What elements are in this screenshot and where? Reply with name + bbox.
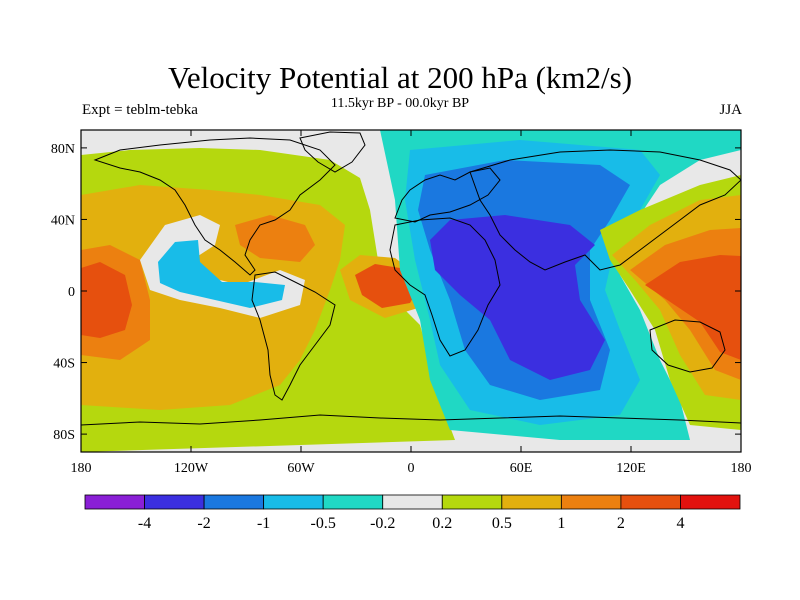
- coast-north-america: [93, 137, 336, 276]
- colorbar-swatch: [680, 494, 741, 510]
- x-tick-label: 120W: [174, 461, 209, 476]
- colorbar-swatch: [560, 494, 622, 510]
- coast-australia: [649, 319, 726, 373]
- x-tick-label: 60W: [287, 461, 315, 476]
- x-tick-label: 180: [731, 461, 752, 476]
- plot-subtitle: 11.5kyr BP - 00.0kyr BP: [330, 96, 470, 111]
- colorbar-swatch: [620, 494, 681, 510]
- coastlines: [81, 131, 741, 426]
- y-tick-label: 80N: [51, 142, 75, 157]
- coast-asia: [469, 149, 741, 271]
- contour-neg-2: [430, 215, 605, 380]
- season-label: JJA: [719, 102, 742, 118]
- colorbar-swatch: [84, 494, 145, 510]
- x-tick-label: 180: [71, 461, 92, 476]
- colorbar-label: 1: [557, 515, 565, 532]
- colorbar-swatch: [322, 494, 384, 510]
- colorbar-label: 0.5: [492, 515, 512, 532]
- colorbar-swatch: [441, 494, 503, 510]
- colorbar-label: 4: [676, 515, 684, 532]
- contour-field: [81, 130, 741, 452]
- x-tick-label: 0: [408, 461, 415, 476]
- colorbar: -4 -2 -1 -0.5 -0.2 0.2 0.5 1 2 4: [84, 494, 741, 532]
- colorbar-label: -0.5: [311, 515, 336, 532]
- colorbar-label: -0.2: [370, 515, 395, 532]
- y-tick-label: 80S: [53, 428, 75, 443]
- x-tick-label: 60E: [510, 461, 533, 476]
- colorbar-swatch: [382, 494, 443, 510]
- colorbar-label: -2: [197, 515, 210, 532]
- colorbar-label: 2: [617, 515, 625, 532]
- y-tick-label: 0: [68, 285, 75, 300]
- colorbar-label: -4: [138, 515, 151, 532]
- colorbar-swatch: [501, 494, 562, 510]
- axis-ticks: 180 120W 60W 0 60E 120E 180 80N 40N 0 40S 80S: [51, 130, 752, 476]
- y-tick-label: 40S: [53, 357, 75, 372]
- experiment-label: Expt = teblm-tebka: [82, 102, 198, 118]
- coast-antarctica: [81, 414, 741, 426]
- contour-pos-1b: [235, 215, 315, 262]
- plot-title: Velocity Potential at 200 hPa (km2/s): [167, 60, 633, 95]
- coast-africa: [389, 217, 501, 357]
- colorbar-label: 0.2: [432, 515, 452, 532]
- contour-pos-2: [81, 262, 132, 338]
- y-tick-label: 40N: [51, 213, 75, 228]
- colorbar-swatch: [203, 494, 265, 510]
- colorbar-label: -1: [257, 515, 270, 532]
- coast-south-america: [251, 271, 336, 401]
- coast-greenland: [299, 131, 366, 173]
- colorbar-swatch: [263, 494, 324, 510]
- x-tick-label: 120E: [616, 461, 646, 476]
- contour-pos-east-2: [645, 255, 741, 360]
- colorbar-swatch: [144, 494, 205, 510]
- coast-europe: [394, 167, 501, 223]
